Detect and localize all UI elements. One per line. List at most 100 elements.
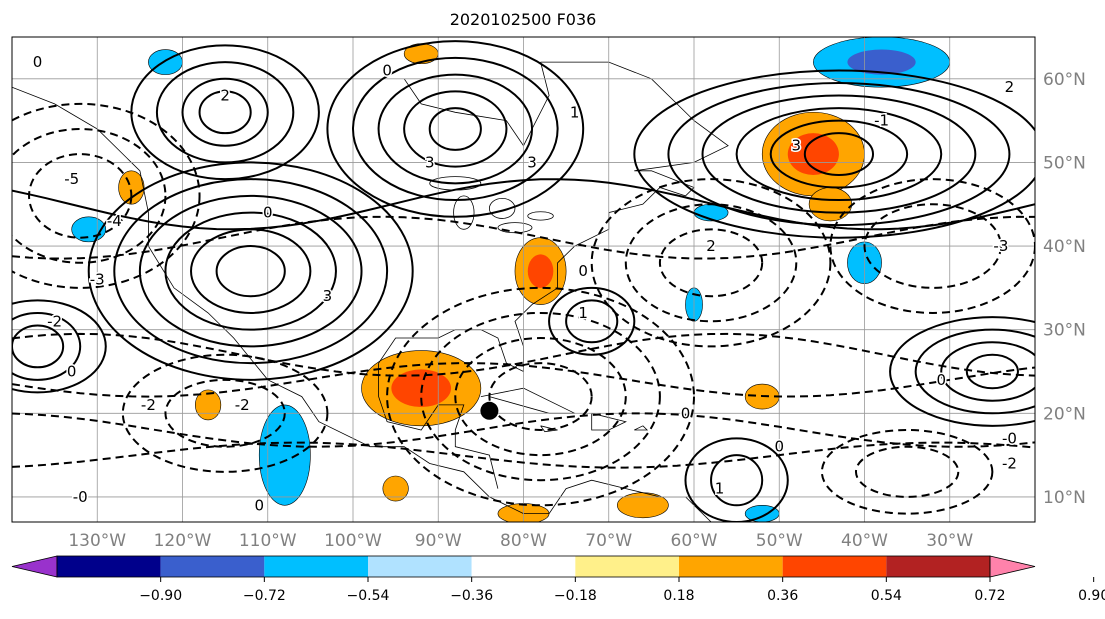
coastline-5 bbox=[540, 425, 558, 433]
contour-label: 0 bbox=[578, 262, 588, 280]
colorbar: −0.90 −0.72 −0.54 −0.36 −0.18 0.18 0.36 0.54 0.7… bbox=[11, 555, 1105, 604]
shaded-region-atlantic-warm-tail bbox=[808, 187, 853, 222]
contour-label: 0 bbox=[382, 61, 392, 79]
colorbar-tick-label: 0.54 bbox=[871, 588, 902, 604]
shaded-region-carolina-warm bbox=[514, 237, 567, 305]
contour-low-mexico bbox=[121, 353, 329, 473]
lon-tick-label: 90°W bbox=[415, 531, 462, 551]
contour-label: 2 bbox=[220, 87, 230, 105]
lake-3 bbox=[527, 211, 554, 221]
lat-tick-label: 50°N bbox=[1043, 153, 1086, 173]
colorbar-segment bbox=[264, 556, 368, 577]
contour-label: -2 bbox=[141, 396, 156, 414]
contour-label: 1 bbox=[578, 304, 588, 322]
contour-high-pacific bbox=[12, 299, 107, 394]
lat-tick-label: 40°N bbox=[1043, 237, 1086, 257]
contour-band-6 bbox=[12, 215, 1035, 260]
contour-label: -1 bbox=[874, 112, 889, 130]
contour-label: 2 bbox=[706, 237, 716, 255]
contour-label: -0 bbox=[73, 488, 88, 506]
colorbar-segment bbox=[575, 556, 679, 577]
colorbar-tick-label: −0.72 bbox=[243, 588, 286, 604]
colorbar-segment bbox=[679, 556, 783, 577]
colorbar-tick-label: −0.36 bbox=[450, 588, 493, 604]
contour-band-4 bbox=[12, 441, 1035, 469]
contour-label: -2 bbox=[235, 396, 250, 414]
lon-tick-label: 100°W bbox=[324, 531, 382, 551]
contour-high-hudson bbox=[326, 40, 585, 218]
lon-tick-label: 80°W bbox=[500, 531, 547, 551]
shaded-region-warm-patch-2 bbox=[382, 475, 409, 502]
coastline-9 bbox=[12, 78, 13, 79]
contour-label: -4 bbox=[107, 212, 122, 230]
contour-label: -5 bbox=[64, 170, 79, 188]
colorbar-segment bbox=[368, 556, 472, 577]
contour-label: 0 bbox=[67, 362, 77, 380]
contour-band-3 bbox=[12, 412, 1035, 448]
colorbar-segment bbox=[160, 556, 265, 577]
contour-label: 1 bbox=[715, 480, 725, 498]
colorbar-tick-label: 0.36 bbox=[767, 588, 798, 604]
lat-tick-label: 30°N bbox=[1043, 321, 1086, 341]
contour-high-n-atlantic bbox=[633, 69, 1035, 239]
lon-tick-label: 40°W bbox=[841, 531, 888, 551]
contour-label: -2 bbox=[1002, 454, 1017, 472]
storm-center-dot bbox=[480, 401, 499, 420]
lon-tick-label: 30°W bbox=[926, 531, 973, 551]
colorbar-tick-label: −0.90 bbox=[139, 588, 182, 604]
colorbar-tick-label: −0.18 bbox=[554, 588, 597, 604]
lon-tick-label: 120°W bbox=[154, 531, 212, 551]
lon-tick-label: 60°W bbox=[671, 531, 718, 551]
colorbar-tick-label: 0.18 bbox=[663, 588, 694, 604]
shaded-region-cold-patch-2 bbox=[148, 49, 183, 75]
contour-label: 0 bbox=[774, 438, 784, 456]
contour-label: 3 bbox=[425, 153, 435, 171]
height-contours bbox=[12, 40, 1035, 522]
shaded-region-mexico-cold bbox=[258, 404, 311, 506]
shaded-region-atlantic-warm bbox=[761, 111, 865, 197]
contour-label: -0 bbox=[1002, 429, 1017, 447]
lake-1 bbox=[488, 197, 516, 219]
colorbar-segment bbox=[782, 556, 887, 577]
contour-high-s-atlantic bbox=[684, 437, 789, 522]
colorbar-tick-label: 0.72 bbox=[974, 588, 1005, 604]
colorbar-frame bbox=[56, 555, 991, 578]
coastline-1 bbox=[378, 363, 499, 489]
latitude-ticks: 60°N 50°N 40°N 30°N 20°N 10°N bbox=[1043, 70, 1086, 508]
contour-label: 1 bbox=[570, 103, 580, 121]
contour-low-pacific bbox=[12, 102, 201, 289]
map-title: 2020102500 F036 bbox=[450, 10, 597, 29]
coastline-6 bbox=[634, 425, 649, 431]
contour-label: 3 bbox=[792, 137, 802, 155]
colorbar-segment bbox=[57, 556, 161, 577]
contour-high-w-atlantic bbox=[548, 286, 636, 356]
contour-label: 0 bbox=[681, 404, 691, 422]
colorbar-tick-label: 0.90 bbox=[1078, 588, 1105, 604]
contour-label: 3 bbox=[323, 287, 333, 305]
contour-label: 0 bbox=[254, 496, 264, 514]
coastline-7 bbox=[403, 62, 550, 147]
colorbar-extend-high bbox=[989, 555, 1036, 578]
lon-tick-label: 50°W bbox=[756, 531, 803, 551]
contour-label: 0 bbox=[33, 53, 43, 71]
contour-low-gulf bbox=[386, 286, 695, 507]
contour-label: 3 bbox=[527, 153, 537, 171]
shaded-region-warm-patch-5 bbox=[194, 389, 222, 421]
contour-label: 2 bbox=[1005, 78, 1015, 96]
lake-0 bbox=[453, 195, 475, 230]
colorbar-extend-low bbox=[11, 555, 58, 578]
lon-tick-label: 110°W bbox=[239, 531, 297, 551]
contour-band-5 bbox=[12, 178, 1035, 231]
shaded-region-warm-patch-4 bbox=[616, 492, 669, 519]
storm-marker bbox=[480, 401, 499, 420]
contour-labels: 0 -5 -4 -3 -2 0 -2 -2 -0 0 2 0 3 3 3 0 1 2 1 0 0 0 1 3 2 -3 0 -0 -2 -… bbox=[31, 52, 1018, 516]
shaded-region-warm-patch-7 bbox=[118, 170, 145, 205]
longitude-ticks: 130°W 120°W 110°W 100°W 90°W 80°W 70°W 60°W 50°W… bbox=[68, 531, 973, 551]
contour-label: 0 bbox=[263, 204, 273, 222]
colorbar-segment bbox=[471, 556, 576, 577]
lon-tick-label: 130°W bbox=[68, 531, 126, 551]
contour-label: -2 bbox=[47, 312, 62, 330]
contour-low-e-atlantic bbox=[829, 178, 1035, 314]
